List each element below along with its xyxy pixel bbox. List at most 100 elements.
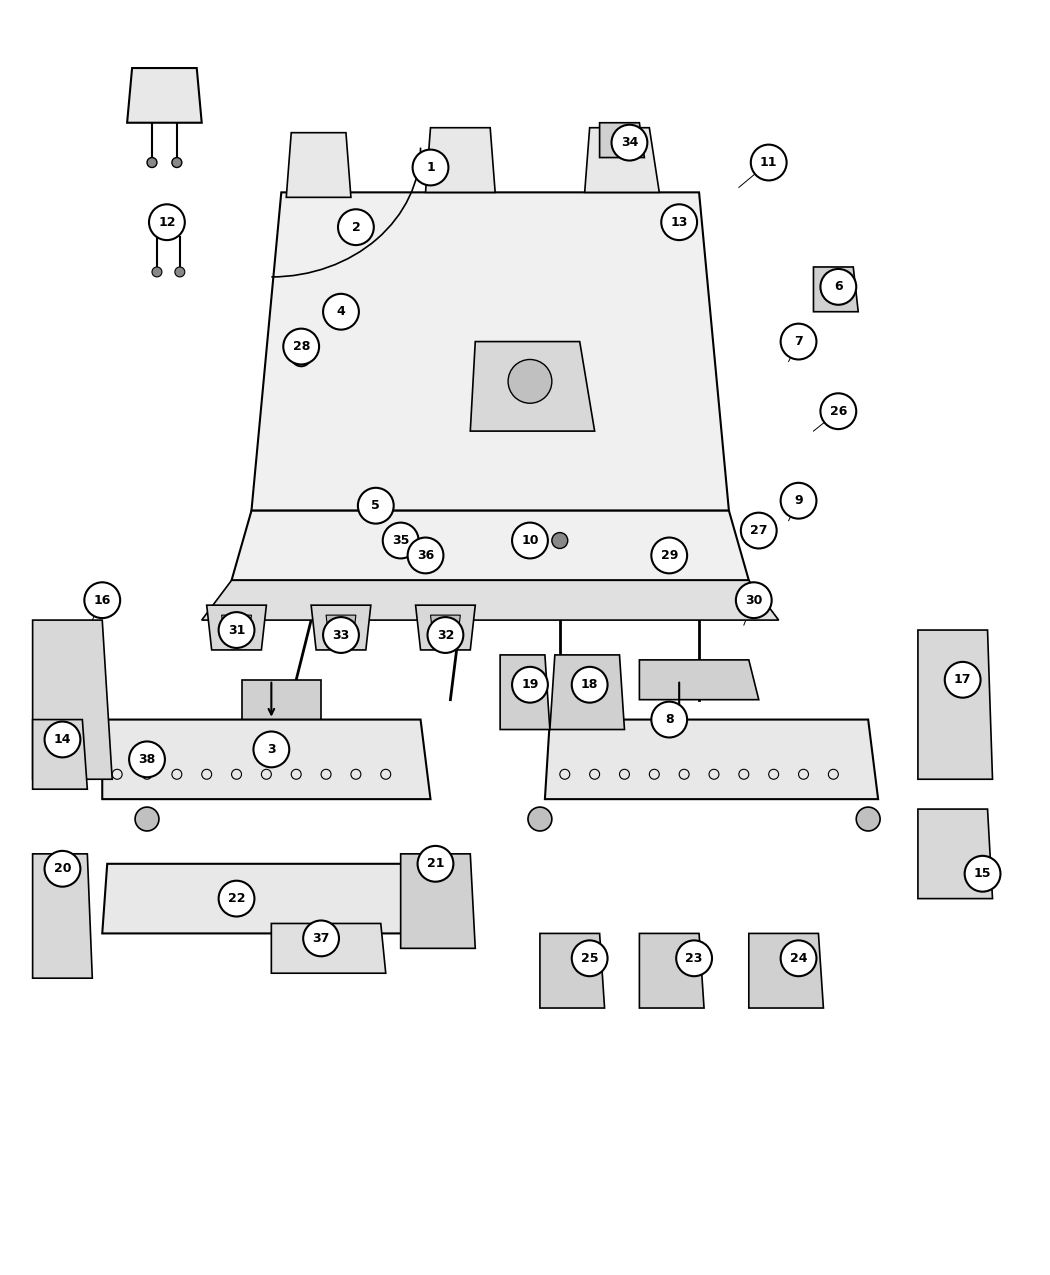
Circle shape: [856, 807, 880, 831]
Text: 20: 20: [54, 862, 71, 875]
Text: 6: 6: [834, 280, 843, 293]
Circle shape: [253, 732, 289, 768]
Text: 24: 24: [790, 952, 807, 965]
Circle shape: [147, 158, 156, 167]
Circle shape: [780, 483, 817, 519]
Polygon shape: [242, 680, 321, 719]
Circle shape: [84, 583, 120, 618]
Text: 37: 37: [313, 932, 330, 945]
Text: 12: 12: [159, 215, 175, 228]
Polygon shape: [207, 606, 267, 650]
Text: 11: 11: [760, 156, 777, 170]
Text: 8: 8: [665, 713, 673, 725]
Circle shape: [218, 612, 254, 648]
Circle shape: [820, 393, 856, 430]
Circle shape: [303, 921, 339, 956]
Polygon shape: [33, 854, 92, 978]
Text: 3: 3: [267, 743, 276, 756]
Circle shape: [172, 158, 182, 167]
Polygon shape: [232, 511, 749, 580]
Text: 30: 30: [746, 594, 762, 607]
Polygon shape: [311, 606, 371, 650]
Circle shape: [662, 204, 697, 240]
Polygon shape: [918, 810, 992, 899]
Circle shape: [323, 617, 359, 653]
Circle shape: [736, 583, 772, 618]
Polygon shape: [102, 719, 430, 799]
Circle shape: [323, 293, 359, 330]
Polygon shape: [33, 620, 112, 779]
Polygon shape: [500, 655, 550, 729]
Circle shape: [152, 266, 162, 277]
Circle shape: [284, 329, 319, 365]
Circle shape: [129, 742, 165, 778]
Polygon shape: [749, 933, 823, 1009]
Circle shape: [427, 617, 463, 653]
Polygon shape: [127, 68, 202, 122]
Circle shape: [135, 807, 159, 831]
Circle shape: [780, 941, 817, 977]
Polygon shape: [600, 122, 645, 158]
Circle shape: [552, 533, 568, 548]
Circle shape: [44, 850, 81, 886]
Circle shape: [218, 881, 254, 917]
Text: 31: 31: [228, 623, 246, 636]
Polygon shape: [222, 615, 251, 640]
Circle shape: [572, 667, 608, 703]
Polygon shape: [918, 630, 992, 779]
Text: 10: 10: [521, 534, 539, 547]
Text: 15: 15: [973, 867, 991, 880]
Circle shape: [741, 513, 777, 548]
Circle shape: [572, 941, 608, 977]
Circle shape: [676, 941, 712, 977]
Polygon shape: [327, 615, 356, 640]
Text: 13: 13: [671, 215, 688, 228]
Circle shape: [338, 209, 374, 245]
Circle shape: [407, 538, 443, 574]
Polygon shape: [287, 133, 351, 198]
Text: 33: 33: [333, 629, 350, 641]
Text: 2: 2: [352, 221, 360, 233]
Circle shape: [358, 488, 394, 524]
Circle shape: [651, 538, 687, 574]
Text: 35: 35: [392, 534, 410, 547]
Text: 19: 19: [521, 678, 539, 691]
Polygon shape: [271, 923, 385, 973]
Circle shape: [175, 266, 185, 277]
Circle shape: [651, 701, 687, 737]
Circle shape: [945, 662, 981, 697]
Circle shape: [512, 523, 548, 558]
Circle shape: [662, 552, 677, 569]
Circle shape: [820, 269, 856, 305]
Polygon shape: [639, 660, 759, 700]
Polygon shape: [639, 933, 705, 1009]
Polygon shape: [401, 854, 476, 949]
Text: 38: 38: [139, 752, 155, 766]
Text: 26: 26: [830, 404, 847, 418]
Circle shape: [512, 667, 548, 703]
Circle shape: [413, 149, 448, 185]
Text: 16: 16: [93, 594, 111, 607]
Polygon shape: [814, 266, 858, 311]
Text: 22: 22: [228, 892, 246, 905]
Polygon shape: [585, 128, 659, 193]
Polygon shape: [102, 863, 440, 933]
Text: 25: 25: [581, 952, 598, 965]
Text: 4: 4: [337, 305, 345, 319]
Polygon shape: [540, 933, 605, 1009]
Circle shape: [965, 856, 1001, 891]
Text: 29: 29: [660, 550, 678, 562]
Circle shape: [383, 523, 419, 558]
Polygon shape: [470, 342, 594, 431]
Text: 23: 23: [686, 952, 702, 965]
Text: 36: 36: [417, 550, 434, 562]
Polygon shape: [202, 580, 779, 620]
Circle shape: [751, 144, 786, 181]
Circle shape: [528, 807, 552, 831]
Circle shape: [291, 347, 311, 366]
Text: 32: 32: [437, 629, 454, 641]
Text: 5: 5: [372, 500, 380, 513]
Polygon shape: [251, 193, 729, 511]
Circle shape: [293, 348, 309, 365]
Text: 27: 27: [750, 524, 768, 537]
